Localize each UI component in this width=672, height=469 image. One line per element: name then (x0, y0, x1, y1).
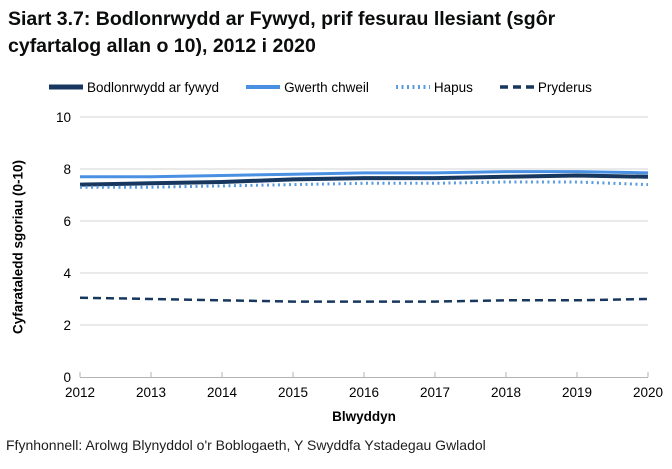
legend-label: Pryderus (537, 79, 592, 95)
line-chart: 0 2 4 6 8 10 2012 2013 2014 2015 2016 2017 2018 2019 2… (56, 110, 663, 400)
x-tick-label: 2015 (278, 385, 308, 400)
y-tick-label: 2 (63, 318, 71, 333)
x-tick-label: 2013 (136, 385, 166, 400)
legend-label: Bodlonrwydd ar fywyd (87, 79, 220, 95)
legend-item-hapus: Hapus (395, 80, 473, 95)
solid-line-swatch-icon (246, 85, 281, 90)
series-line-bodlonrwydd-ar-fywyd (79, 173, 649, 187)
x-tick-label: 2019 (562, 385, 592, 400)
dotted-line-swatch-icon (395, 85, 430, 90)
legend-item-gwerth-chweil: Gwerth chweil (245, 80, 369, 95)
y-tick-label: 4 (63, 266, 71, 281)
y-tick-label: 6 (63, 214, 71, 229)
dashed-line-swatch-icon (499, 85, 534, 90)
legend-label: Gwerth chweil (284, 79, 369, 95)
y-tick-label: 8 (63, 162, 71, 177)
legend-item-pryderus: Pryderus (499, 80, 592, 95)
series-line-hapus (80, 180, 649, 189)
y-axis-title: Cyfarataledd sgoriau (0-10) (10, 159, 26, 334)
series-line-pryderus (79, 296, 649, 303)
x-tick-label: 2014 (207, 385, 238, 400)
x-tick-label: 2016 (349, 385, 379, 400)
x-tick-label: 2017 (420, 385, 450, 400)
y-tick-label: 0 (63, 370, 71, 385)
solid-line-swatch-icon (49, 84, 83, 90)
y-tick-label: 10 (56, 110, 71, 125)
x-axis-title: Blwyddyn (332, 408, 396, 424)
chart-title: Siart 3.7: Bodlonrwydd ar Fywyd, prif fe… (8, 8, 556, 57)
x-tick-label: 2012 (65, 385, 95, 400)
x-tick-label: 2018 (491, 385, 521, 400)
series-line-gwerth-chweil (80, 169, 649, 179)
legend-item-bodlonrwydd-ar-fywyd: Bodlonrwydd ar fywyd (48, 80, 219, 95)
legend: Bodlonrwydd ar fywyd Gwerth chweil Hapus… (48, 80, 672, 95)
chart-area: Cyfarataledd sgoriau (0-10) 0 2 4 6 8 10 2012 2… (0, 101, 672, 401)
source-note: Ffynhonnell: Arolwg Blynyddol o'r Boblog… (6, 436, 486, 453)
legend-label: Hapus (433, 79, 473, 95)
x-tick-label: 2020 (633, 385, 663, 400)
